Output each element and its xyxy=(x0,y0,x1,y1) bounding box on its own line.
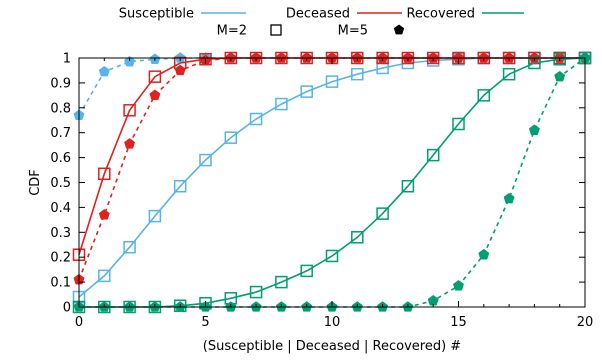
series-recovered-m2 xyxy=(72,51,592,314)
data-point xyxy=(401,179,415,193)
data-point xyxy=(173,179,187,193)
y-tick-label: 0.5 xyxy=(50,176,71,191)
data-point xyxy=(275,275,288,289)
data-point xyxy=(351,67,364,81)
x-tick-label: 0 xyxy=(75,315,83,330)
series-layer xyxy=(72,51,592,314)
legend-label-m5: M=5 xyxy=(338,24,368,39)
series-deceased-m5 xyxy=(73,52,591,285)
series-recovered-m5 xyxy=(73,52,591,312)
y-tick-label: 0 xyxy=(63,301,71,316)
data-point xyxy=(301,52,313,63)
data-point xyxy=(224,131,238,144)
data-point xyxy=(275,52,287,63)
data-point xyxy=(123,240,136,254)
data-point xyxy=(98,167,111,181)
data-point xyxy=(199,153,212,167)
data-point xyxy=(377,52,389,63)
y-tick-label: 0.2 xyxy=(50,251,71,266)
data-point xyxy=(123,104,136,117)
data-point xyxy=(124,138,136,149)
x-tick-label: 20 xyxy=(577,315,594,330)
data-point xyxy=(426,148,440,162)
data-point xyxy=(98,209,110,220)
data-point xyxy=(528,56,541,70)
data-point xyxy=(503,52,515,63)
x-tick-label: 10 xyxy=(324,315,341,330)
data-point xyxy=(376,207,389,220)
data-point xyxy=(553,52,566,66)
legend-filled-pentagon-marker xyxy=(393,24,405,35)
y-tick-label: 0.1 xyxy=(50,276,71,291)
data-point xyxy=(477,89,491,102)
series-susceptible-m2 xyxy=(72,51,592,304)
data-point xyxy=(427,52,439,63)
data-point xyxy=(503,192,515,204)
y-tick-label: 0.3 xyxy=(50,226,71,241)
axes: 00.10.20.30.40.50.60.70.80.910 5 10 15 20 xyxy=(50,52,593,331)
legend: Susceptible Deceased Recovered M=2 M=5 xyxy=(119,7,524,39)
data-point xyxy=(325,75,339,88)
data-point xyxy=(249,112,263,126)
legend-open-square-marker xyxy=(270,24,282,36)
data-point xyxy=(149,89,161,101)
data-point xyxy=(148,70,162,83)
y-tick-label: 1 xyxy=(63,52,71,67)
data-point xyxy=(478,248,490,260)
data-point xyxy=(453,279,464,291)
y-tick-label: 0.9 xyxy=(50,76,71,91)
data-point xyxy=(225,52,237,63)
series-line xyxy=(78,57,585,280)
data-point xyxy=(502,67,516,81)
y-axis-label: CDF xyxy=(28,169,43,196)
data-point xyxy=(554,70,566,82)
x-tick-label: 5 xyxy=(201,315,209,330)
x-tick-label: 15 xyxy=(450,315,467,330)
data-point xyxy=(452,117,465,131)
y-tick-label: 0.8 xyxy=(50,101,71,116)
data-point xyxy=(250,52,262,63)
series-line xyxy=(79,57,586,308)
legend-label-recovered: Recovered xyxy=(406,7,475,22)
legend-label-m2: M=2 xyxy=(217,24,247,39)
data-point xyxy=(402,52,414,63)
data-point xyxy=(528,124,540,135)
data-point xyxy=(351,52,363,63)
data-point xyxy=(300,85,313,98)
data-point xyxy=(98,65,110,77)
data-point xyxy=(98,269,111,283)
legend-label-susceptible: Susceptible xyxy=(119,7,194,22)
data-point xyxy=(325,249,339,263)
x-axis-label: (Susceptible | Deceased | Recovered) # xyxy=(203,339,461,354)
data-point xyxy=(275,97,288,111)
data-point xyxy=(174,64,186,76)
data-point xyxy=(124,55,136,67)
data-point xyxy=(351,231,364,244)
y-tick-label: 0.6 xyxy=(50,151,71,166)
data-point xyxy=(427,294,439,306)
data-point xyxy=(148,209,162,223)
data-point xyxy=(300,264,313,278)
data-point xyxy=(478,52,490,63)
data-point xyxy=(249,285,263,299)
y-tick-label: 0.4 xyxy=(50,201,71,216)
y-tick-label: 0.7 xyxy=(50,126,71,141)
legend-label-deceased: Deceased xyxy=(286,7,350,22)
